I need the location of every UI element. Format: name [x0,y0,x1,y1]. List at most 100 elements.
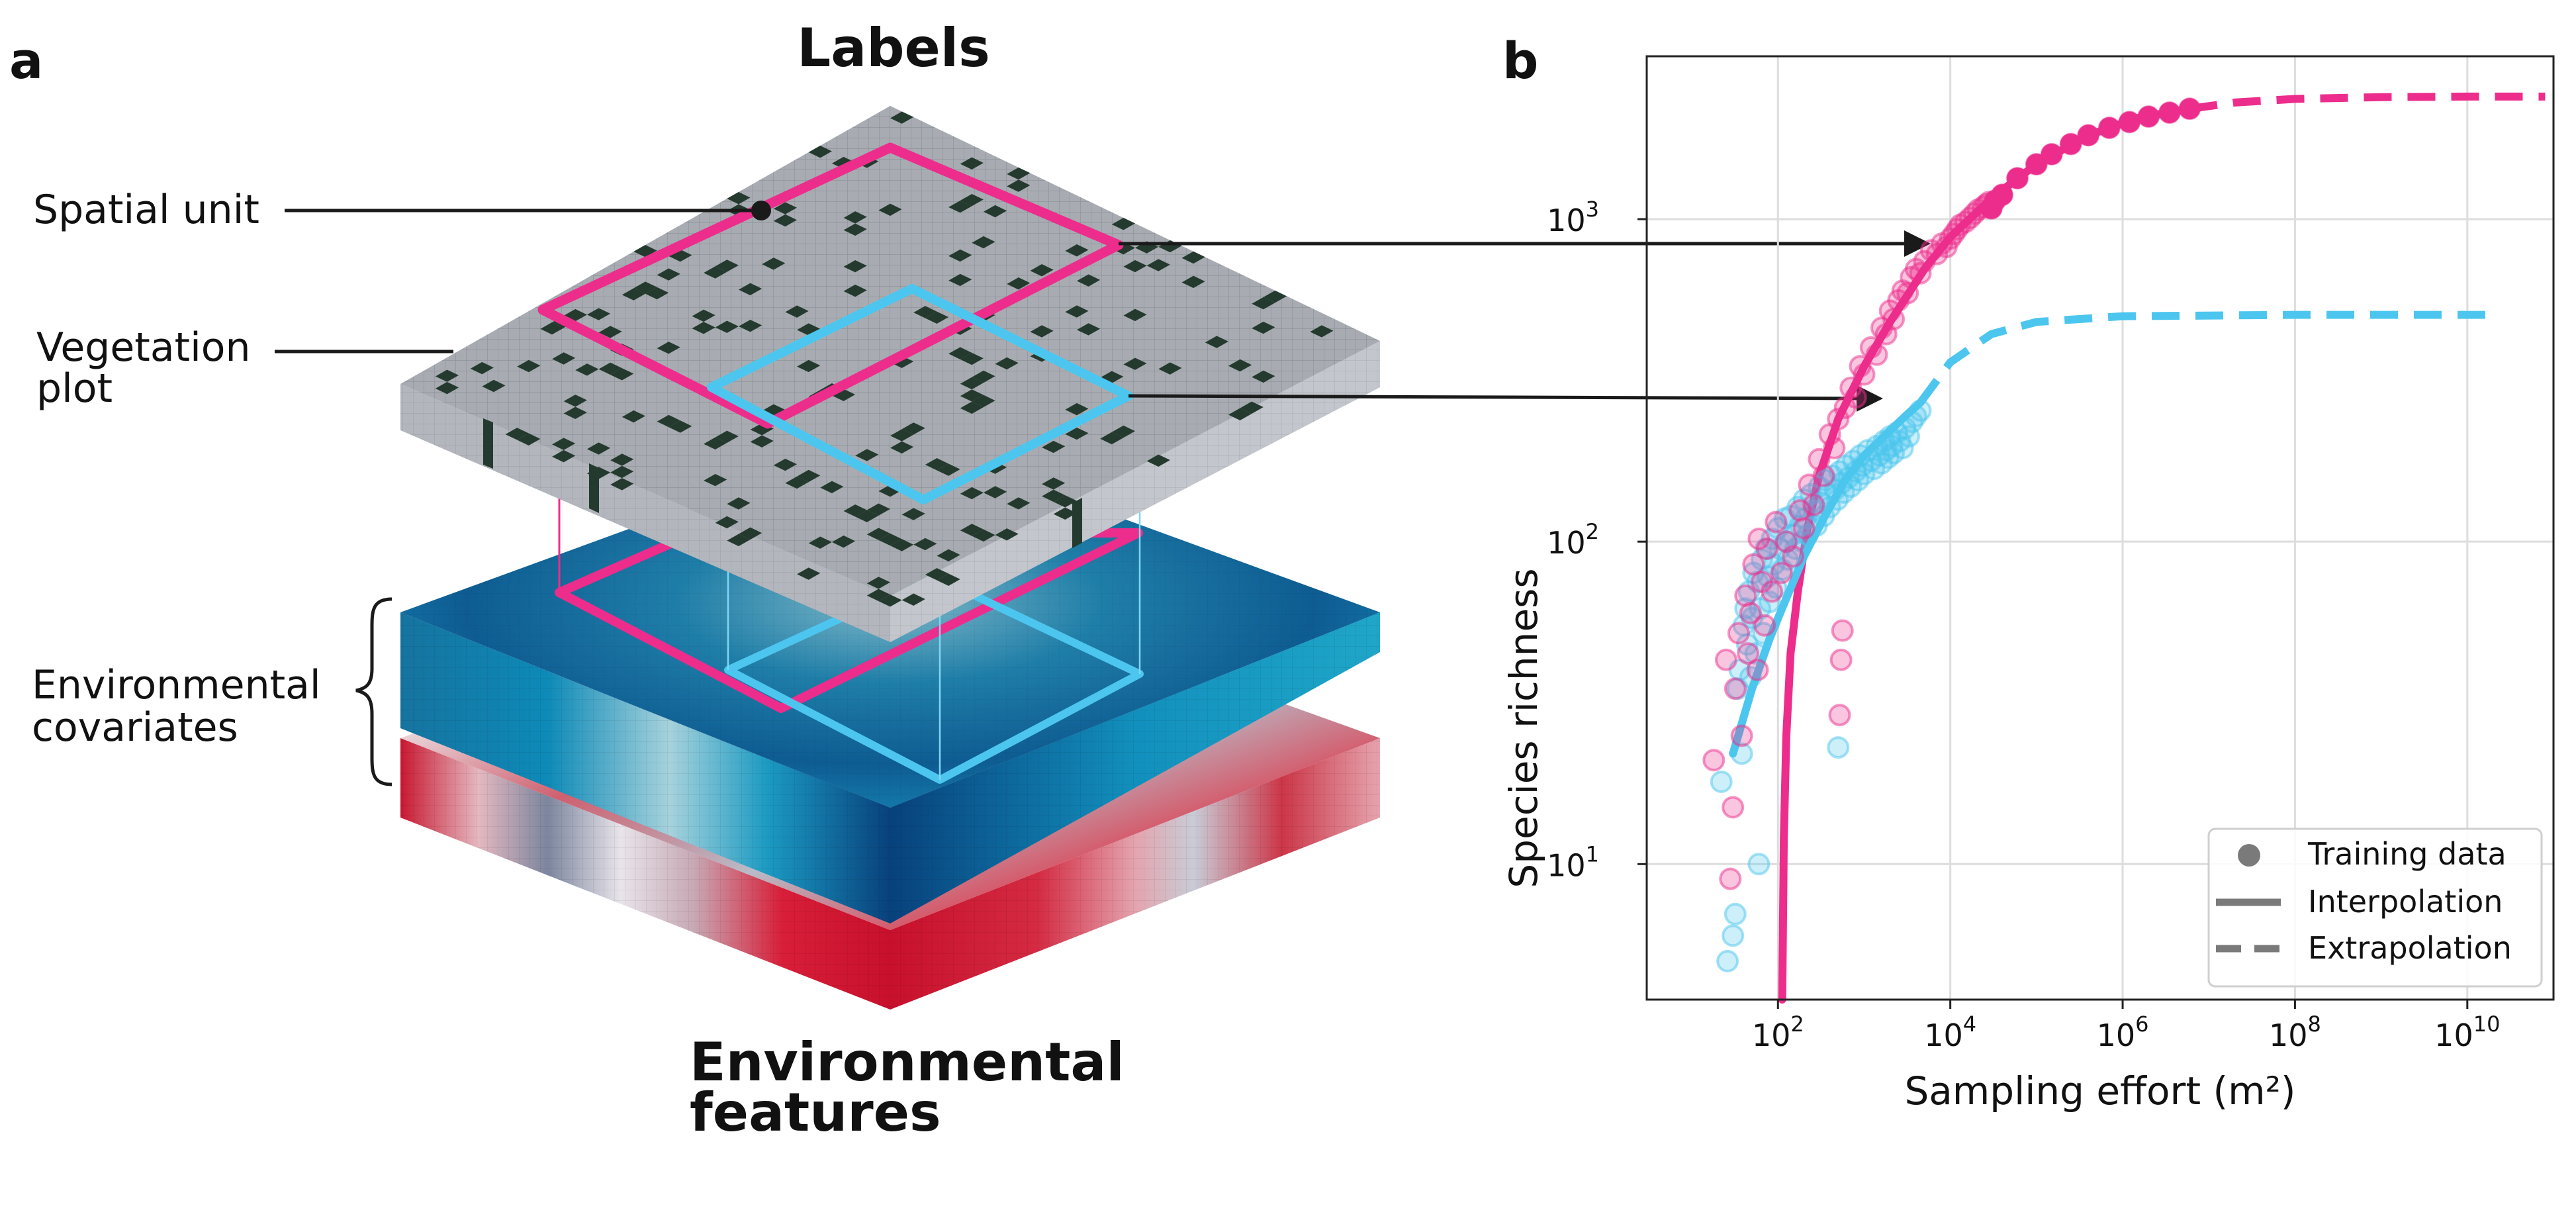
vegetation-cell [972,529,995,542]
covariates-brace [355,597,392,786]
training-point [1812,464,1835,487]
vegetation-cell [866,589,890,602]
vegetation-cell [657,268,680,281]
vegetation-cell [1065,305,1089,318]
vegetation-cell [797,567,821,580]
vegetation-cell [948,273,972,287]
vegetation-cell [727,192,751,205]
vegetation-cell [1146,259,1170,271]
vegetation-cell [1065,402,1089,416]
vegetation-cell [1205,336,1228,348]
vegetation-cell [948,347,972,359]
vegetation-cell [878,203,902,216]
vegetation-cell [960,377,984,390]
vegetation-cell [866,528,890,540]
vegetation-cell [1252,321,1275,334]
training-point [1730,724,1753,747]
training-point [1827,408,1850,430]
vegetation-cell [797,359,821,373]
vegetation-cell [610,368,634,381]
training-point [1782,545,1805,568]
vegetation-cell [575,363,599,376]
extrapolation-curve [2189,92,2546,113]
vegetation-cell [890,355,914,368]
vegetation-cell [1065,244,1089,257]
x-tick-label: 108 [2269,1012,2321,1053]
vegetation-cell [1076,274,1101,287]
vegetation-cell [563,395,587,407]
training-point-fit [2098,117,2120,139]
vegetation-cell [704,437,727,450]
training-point [1747,853,1771,876]
legend-label-training: Training data [2307,836,2507,872]
training-point-fit [2158,102,2180,124]
training-point [1770,561,1793,585]
x-tick-label: 102 [1752,1012,1804,1053]
training-point [1913,250,1936,273]
vegetation-cell [517,359,541,373]
training-point [1823,436,1846,459]
labels-grid-layer [400,106,1380,642]
vegetation-cell [727,497,751,510]
vegetation-cell [866,503,890,516]
callout-vegetation-line-1: Vegetation [36,324,251,371]
blue-spatial-unit [707,284,1133,504]
vegetation-cell [785,305,809,318]
training-point [1739,602,1762,625]
callout-env-line-1: Environmental [32,662,321,708]
vegetation-cell [937,573,960,586]
training-point-fit [2060,133,2082,155]
vegetation-cell [890,111,914,124]
vegetation-cell [750,435,774,448]
vegetation-cell [890,429,914,442]
features-heading: Environmental features [690,1031,1143,1143]
vegetation-cell [831,156,856,169]
training-point [1730,742,1753,765]
vegetation-cell [960,193,984,207]
training-point [1756,538,1778,560]
vegetation-cell [773,214,798,227]
vegetation-cell [1158,362,1182,375]
callout-vegetation-line-2: plot [36,365,113,412]
training-point [1827,736,1850,759]
vegetation-cell [1123,259,1147,273]
chart-ticks: 102 104 106 108 1010 101 102 103 [1547,197,2500,1053]
vegetation-cell [925,458,949,471]
vegetation-cell [960,352,984,365]
vegetation-cell [704,473,727,487]
vegetation-cell [820,481,844,494]
vegetation-cell [948,249,972,262]
vegetation-cell [925,311,949,324]
vegetation-cell [715,320,739,333]
extrapolation-curve [1917,310,2493,405]
panel-a: a Labels [9,17,1931,1143]
vegetation-cell [621,410,645,423]
vegetation-cell [960,487,984,500]
vegetation-cell [1240,401,1264,414]
vegetation-cell [598,362,622,375]
training-point [1882,308,1905,330]
vegetation-cells [435,111,1334,607]
vegetation-cell [586,442,611,455]
vegetation-cell [843,284,867,297]
callout-env-line-2: covariates [32,704,238,751]
vegetation-cell [1007,167,1031,180]
vegetation-cell [960,524,984,536]
x-tick-label: 1010 [2434,1012,2500,1053]
training-point [1724,902,1747,925]
panel-b-letter: b [1502,31,1538,90]
vegetation-cell [855,510,879,522]
training-point [1829,648,1853,671]
training-point [1909,399,1932,422]
vegetation-cell [598,326,622,338]
vegetation-cell [738,527,762,540]
vegetation-cell [890,539,914,551]
training-point-fit [2119,111,2140,133]
vegetation-cell [1228,359,1252,372]
vegetation-cell [610,453,634,466]
vegetation-cell [878,533,902,546]
callout-spatial-unit: Spatial unit [33,187,259,233]
vegetation-cell [972,370,995,383]
vegetation-cell [1042,440,1066,453]
